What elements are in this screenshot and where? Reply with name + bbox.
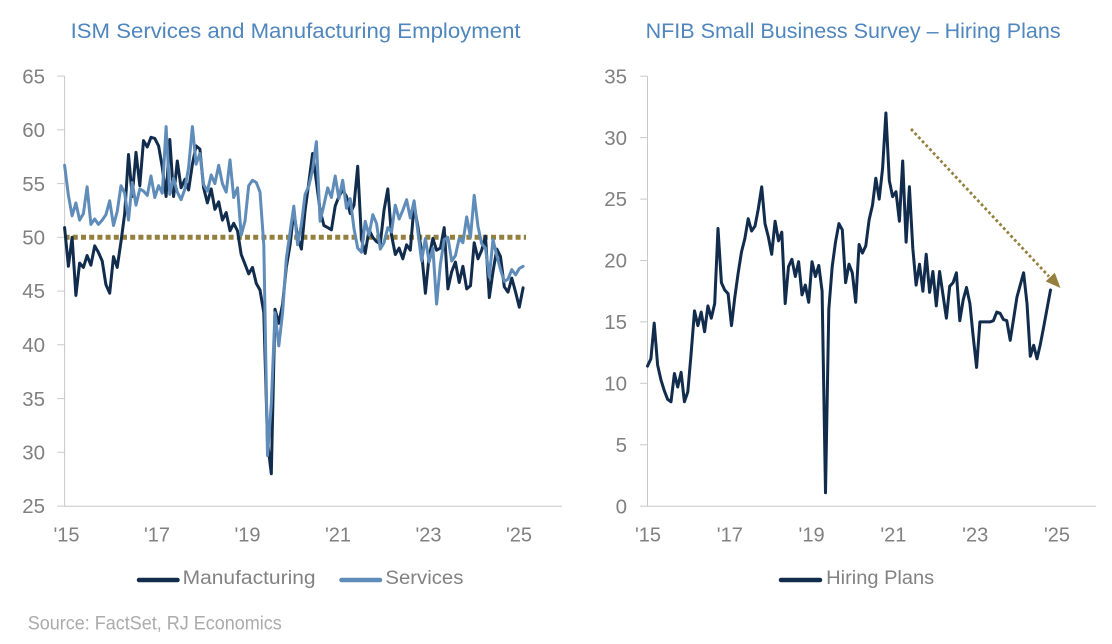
svg-text:'15: '15 — [635, 525, 661, 547]
svg-text:'23: '23 — [962, 525, 988, 547]
svg-text:NFIB Small Business Survey – H: NFIB Small Business Survey – Hiring Plan… — [646, 19, 1061, 43]
svg-text:35: 35 — [604, 65, 627, 88]
svg-text:10: 10 — [604, 373, 627, 396]
svg-text:45: 45 — [22, 280, 45, 303]
svg-text:60: 60 — [22, 119, 45, 142]
svg-text:Services: Services — [385, 568, 463, 589]
svg-text:Hiring Plans: Hiring Plans — [826, 568, 934, 589]
svg-text:35: 35 — [22, 388, 45, 411]
svg-text:ISM Services and Manufacturing: ISM Services and Manufacturing Employmen… — [71, 19, 521, 43]
svg-text:65: 65 — [22, 65, 45, 88]
svg-text:25: 25 — [604, 188, 627, 211]
svg-text:'25: '25 — [506, 525, 532, 547]
svg-text:'21: '21 — [325, 525, 351, 547]
svg-text:Manufacturing: Manufacturing — [183, 568, 316, 589]
svg-text:'23: '23 — [415, 525, 441, 547]
svg-text:25: 25 — [22, 495, 45, 518]
svg-text:'17: '17 — [144, 525, 170, 547]
svg-text:15: 15 — [604, 311, 627, 334]
svg-text:30: 30 — [604, 127, 627, 150]
svg-text:'17: '17 — [717, 525, 743, 547]
svg-text:'19: '19 — [799, 525, 825, 547]
svg-text:0: 0 — [616, 495, 627, 518]
svg-text:20: 20 — [604, 250, 627, 273]
svg-text:5: 5 — [616, 434, 627, 457]
svg-text:'19: '19 — [234, 525, 260, 547]
svg-text:55: 55 — [22, 173, 45, 196]
svg-text:50: 50 — [22, 227, 45, 250]
svg-text:'15: '15 — [53, 525, 79, 547]
svg-text:40: 40 — [22, 334, 45, 357]
svg-text:'25: '25 — [1044, 525, 1070, 547]
svg-text:'21: '21 — [880, 525, 906, 547]
svg-text:Source: FactSet, RJ Economics: Source: FactSet, RJ Economics — [28, 613, 282, 635]
svg-text:30: 30 — [22, 442, 45, 465]
